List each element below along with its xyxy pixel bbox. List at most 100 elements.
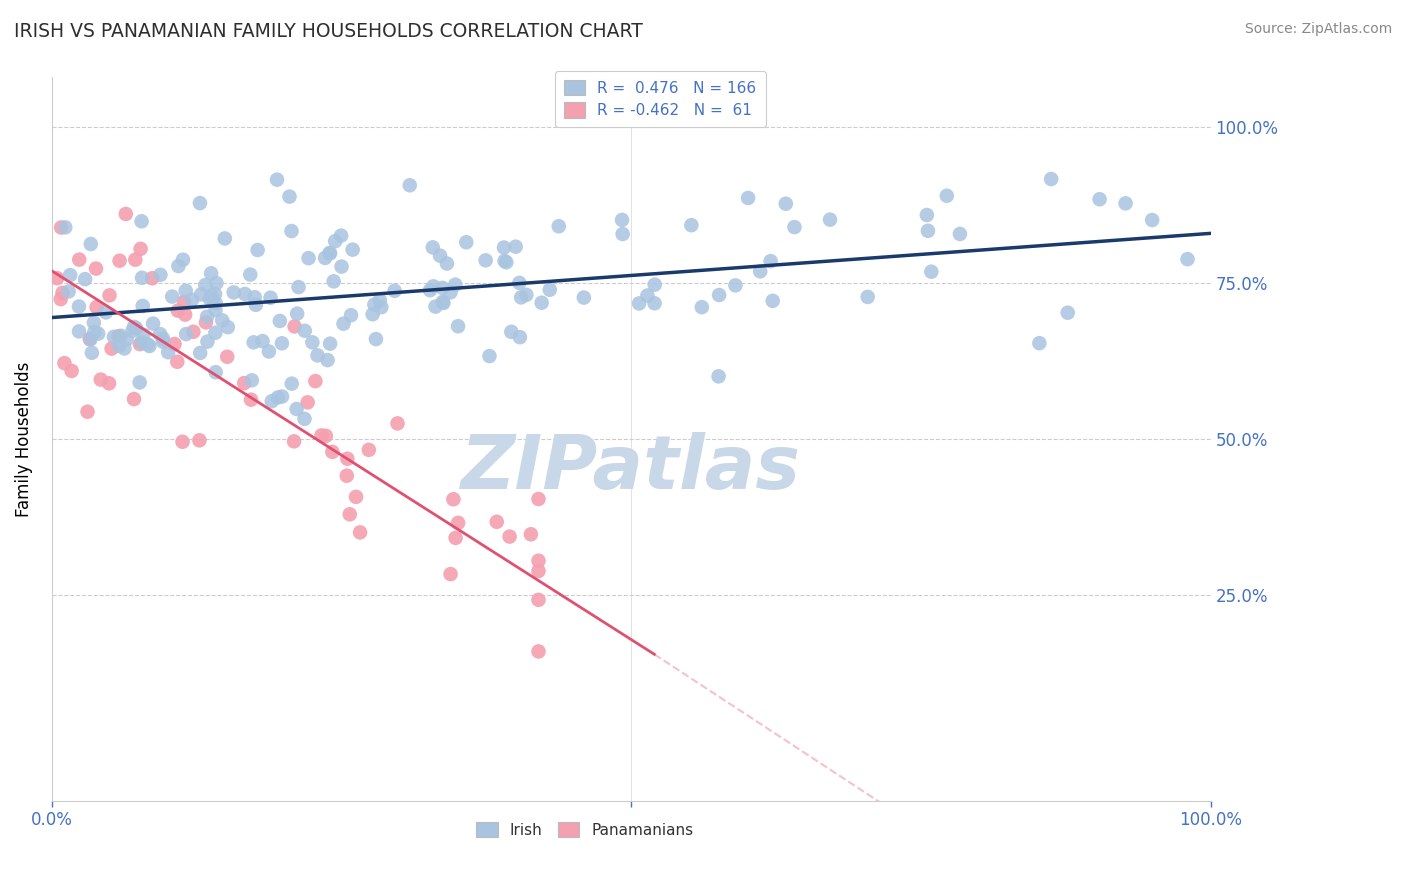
- Point: [527, 592, 550, 607]
- Point: [520, 527, 543, 541]
- Point: [530, 295, 553, 310]
- Point: [59, 268, 82, 282]
- Point: [707, 288, 730, 302]
- Point: [188, 196, 211, 211]
- Point: [183, 325, 205, 339]
- Point: [128, 337, 150, 351]
- Point: [707, 369, 730, 384]
- Point: [547, 219, 569, 234]
- Point: [260, 394, 283, 409]
- Point: [124, 252, 146, 267]
- Point: [222, 285, 245, 300]
- Point: [527, 491, 550, 506]
- Point: [163, 337, 186, 351]
- Point: [142, 317, 165, 331]
- Point: [818, 212, 841, 227]
- Point: [681, 218, 703, 232]
- Point: [80, 346, 103, 360]
- Point: [174, 327, 197, 342]
- Point: [103, 330, 125, 344]
- Point: [246, 243, 269, 257]
- Point: [949, 227, 972, 241]
- Point: [205, 276, 228, 290]
- Point: [340, 308, 363, 322]
- Point: [129, 242, 152, 256]
- Point: [342, 243, 364, 257]
- Point: [115, 333, 138, 347]
- Point: [294, 412, 316, 426]
- Point: [432, 294, 454, 309]
- Point: [304, 374, 326, 388]
- Point: [1088, 192, 1111, 206]
- Point: [200, 266, 222, 280]
- Point: [280, 224, 302, 238]
- Point: [211, 313, 233, 327]
- Point: [422, 279, 444, 293]
- Point: [636, 288, 658, 302]
- Point: [314, 251, 336, 265]
- Point: [612, 227, 634, 241]
- Point: [307, 348, 329, 362]
- Point: [628, 296, 651, 310]
- Point: [349, 525, 371, 540]
- Point: [110, 328, 132, 343]
- Point: [152, 334, 174, 349]
- Point: [75, 272, 97, 286]
- Point: [330, 228, 353, 243]
- Point: [935, 188, 957, 202]
- Point: [915, 208, 938, 222]
- Point: [508, 276, 530, 290]
- Point: [432, 296, 454, 310]
- Point: [131, 270, 153, 285]
- Point: [1115, 196, 1137, 211]
- Point: [321, 445, 343, 459]
- Point: [267, 391, 290, 405]
- Point: [107, 329, 129, 343]
- Point: [204, 296, 226, 310]
- Point: [398, 178, 420, 193]
- Point: [131, 214, 153, 228]
- Point: [284, 319, 307, 334]
- Point: [444, 277, 467, 292]
- Point: [316, 353, 339, 368]
- Text: ZIPatlas: ZIPatlas: [461, 432, 801, 505]
- Point: [204, 287, 226, 301]
- Point: [84, 261, 107, 276]
- Point: [474, 253, 496, 268]
- Point: [439, 285, 461, 300]
- Point: [174, 284, 197, 298]
- Point: [319, 246, 342, 260]
- Point: [447, 319, 470, 334]
- Point: [46, 271, 69, 285]
- Point: [67, 324, 90, 338]
- Point: [122, 392, 145, 406]
- Point: [252, 334, 274, 348]
- Point: [49, 292, 72, 306]
- Point: [336, 468, 359, 483]
- Point: [280, 376, 302, 391]
- Point: [501, 325, 523, 339]
- Point: [125, 321, 148, 335]
- Point: [439, 567, 461, 582]
- Point: [1040, 172, 1063, 186]
- Point: [332, 317, 354, 331]
- Point: [432, 281, 454, 295]
- Point: [195, 310, 218, 324]
- Point: [198, 292, 221, 306]
- Point: [240, 373, 263, 387]
- Point: [132, 327, 155, 342]
- Point: [149, 327, 172, 342]
- Point: [368, 293, 391, 308]
- Point: [100, 342, 122, 356]
- Legend: Irish, Panamanians: Irish, Panamanians: [470, 815, 700, 844]
- Point: [759, 254, 782, 268]
- Point: [79, 332, 101, 346]
- Point: [188, 434, 211, 448]
- Point: [485, 515, 508, 529]
- Point: [114, 207, 136, 221]
- Point: [240, 392, 263, 407]
- Point: [323, 234, 346, 248]
- Point: [87, 326, 110, 341]
- Point: [141, 271, 163, 285]
- Point: [49, 220, 72, 235]
